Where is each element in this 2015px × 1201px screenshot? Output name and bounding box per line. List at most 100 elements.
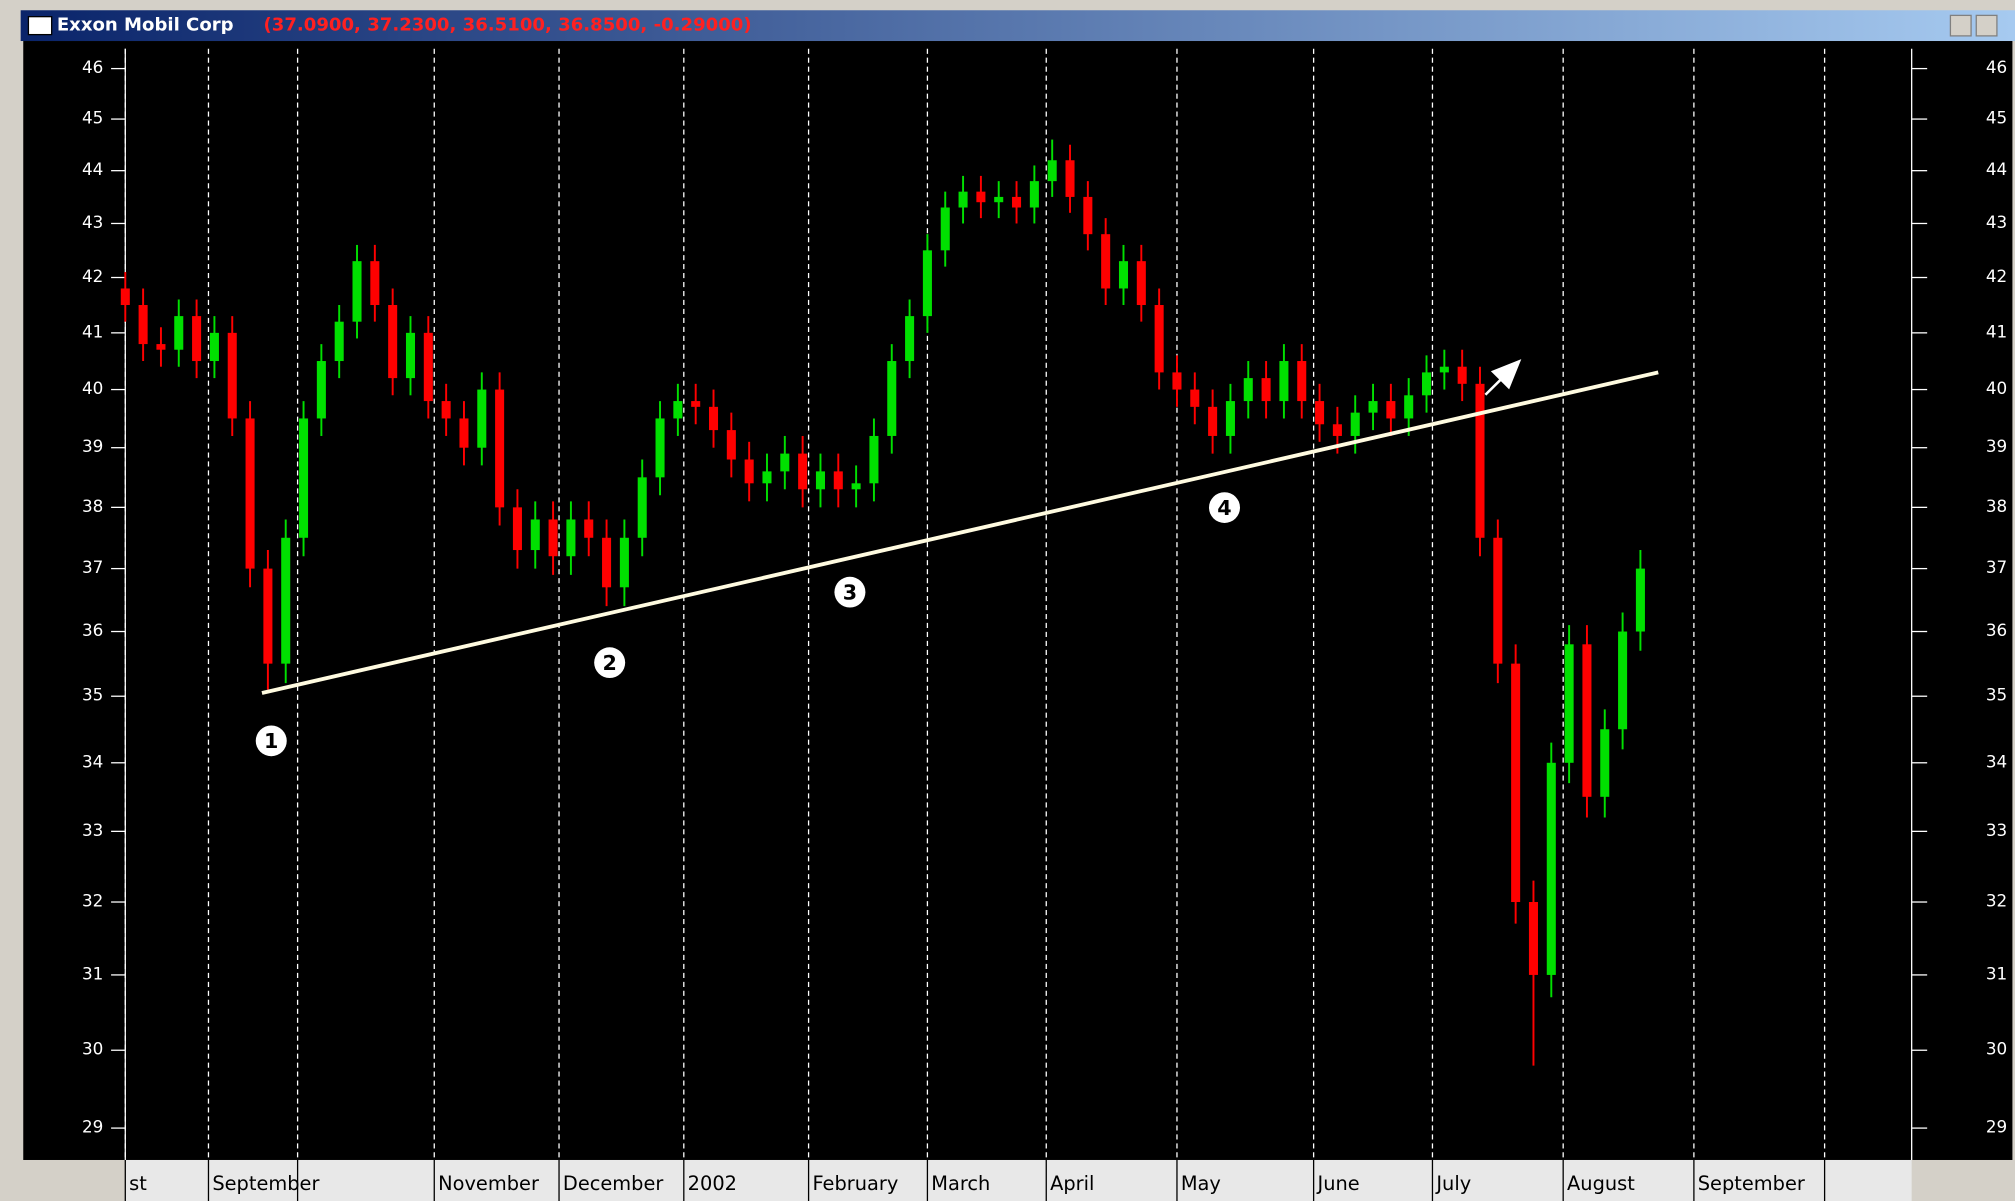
- candle-body: [976, 191, 986, 203]
- marker-circle: [1209, 492, 1240, 523]
- candle-body: [299, 418, 309, 538]
- x-tick-label: May: [1181, 1172, 1221, 1195]
- candle-body: [1261, 378, 1271, 402]
- x-tick-label: September: [212, 1172, 319, 1195]
- candle-body: [905, 316, 915, 362]
- marker-circle: [594, 647, 626, 679]
- candle-body: [1564, 644, 1574, 763]
- candle-body: [156, 344, 166, 350]
- y2-tick-label: 33: [1986, 820, 2007, 840]
- y-tick-label: 38: [82, 496, 103, 516]
- candle-body: [762, 471, 772, 484]
- candle-body: [441, 401, 451, 419]
- candle-body: [744, 459, 754, 484]
- candle-body: [833, 471, 843, 490]
- y-tick-label: 32: [82, 891, 103, 911]
- y-tick-label: 42: [82, 266, 103, 286]
- candle-body: [1118, 261, 1129, 289]
- marker-label: 3: [843, 581, 857, 605]
- candle-body: [602, 537, 612, 588]
- candle-body: [1582, 644, 1592, 797]
- candle-body: [780, 453, 790, 472]
- y2-tick-label: 32: [1986, 891, 2007, 911]
- candle-body: [655, 418, 665, 478]
- candle-body: [227, 332, 237, 419]
- candle-body: [1279, 361, 1289, 402]
- y2-tick-label: 45: [1986, 108, 2007, 128]
- y2-tick-label: 34: [1986, 751, 2007, 771]
- candle-body: [1511, 663, 1521, 903]
- candle-body: [1618, 631, 1628, 730]
- x-tick-label: February: [812, 1172, 898, 1195]
- candle-body: [1404, 395, 1414, 419]
- y-tick-label: 33: [82, 820, 103, 840]
- y2-tick-label: 38: [1986, 496, 2007, 516]
- x-tick-label: November: [438, 1172, 539, 1195]
- y2-tick-label: 30: [1986, 1039, 2007, 1059]
- candle-body: [530, 519, 540, 551]
- candle-body: [423, 332, 433, 402]
- y-tick-label: 46: [82, 57, 103, 77]
- x-tick-label: 2002: [688, 1172, 737, 1195]
- y2-tick-label: 29: [1986, 1117, 2007, 1137]
- candle-body: [1083, 196, 1093, 235]
- y2-tick-label: 31: [1986, 963, 2007, 983]
- candle-body: [1475, 383, 1485, 538]
- candle-body: [512, 507, 522, 551]
- candle-body: [1546, 762, 1556, 975]
- y-tick-label: 35: [82, 685, 103, 705]
- chart-title: Exxon Mobil Corp: [57, 15, 234, 36]
- candle-body: [1297, 361, 1307, 402]
- x-tick-label: March: [931, 1172, 990, 1195]
- candle-body: [1421, 372, 1432, 396]
- y2-tick-label: 39: [1986, 436, 2007, 456]
- candle-body: [673, 401, 683, 419]
- candle-body: [922, 250, 932, 317]
- candle-body: [388, 305, 398, 379]
- y-tick-label: 39: [82, 436, 103, 456]
- y2-tick-label: 43: [1986, 212, 2007, 232]
- y2-tick-label: 46: [1986, 57, 2007, 77]
- candle-body: [316, 361, 326, 419]
- maximize-button[interactable]: [1949, 14, 1972, 37]
- candle-body: [1225, 401, 1235, 436]
- candle-body: [245, 418, 255, 569]
- y2-tick-label: 35: [1986, 685, 2007, 705]
- y-tick-label: 31: [82, 963, 103, 983]
- candle-body: [477, 389, 487, 448]
- y-tick-label: 43: [82, 212, 103, 232]
- marker-circle: [255, 725, 287, 757]
- candle-body: [405, 332, 416, 379]
- candle-body: [495, 389, 505, 508]
- marker-circle: [834, 576, 866, 608]
- candle-body: [334, 321, 344, 362]
- candle-body: [619, 537, 629, 588]
- candle-body: [1635, 568, 1645, 632]
- candle-body: [815, 471, 825, 490]
- y2-tick-label: 41: [1986, 321, 2007, 341]
- x-tick-label: April: [1050, 1172, 1094, 1195]
- y2-tick-label: 42: [1986, 266, 2007, 286]
- candle-body: [352, 261, 362, 322]
- candle-body: [584, 519, 594, 538]
- candle-body: [281, 537, 291, 664]
- candle-body: [1315, 401, 1325, 425]
- candle-body: [209, 332, 219, 362]
- y-tick-label: 34: [82, 751, 103, 771]
- candle-body: [1047, 160, 1057, 182]
- candle-body: [637, 477, 647, 538]
- close-button[interactable]: [1975, 14, 1998, 37]
- candle-body: [1190, 389, 1200, 407]
- x-axis-strip: [125, 1159, 1912, 1201]
- y-tick-label: 44: [82, 159, 103, 179]
- y2-tick-label: 36: [1986, 620, 2007, 640]
- candle-body: [1457, 366, 1467, 384]
- marker-label: 2: [602, 651, 616, 675]
- candle-body: [1350, 412, 1360, 436]
- trendline: [261, 370, 1659, 695]
- title-bar: [20, 10, 2015, 42]
- x-tick-label: September: [1698, 1172, 1805, 1195]
- y2-tick-label: 44: [1986, 159, 2007, 179]
- candle-body: [1528, 902, 1538, 975]
